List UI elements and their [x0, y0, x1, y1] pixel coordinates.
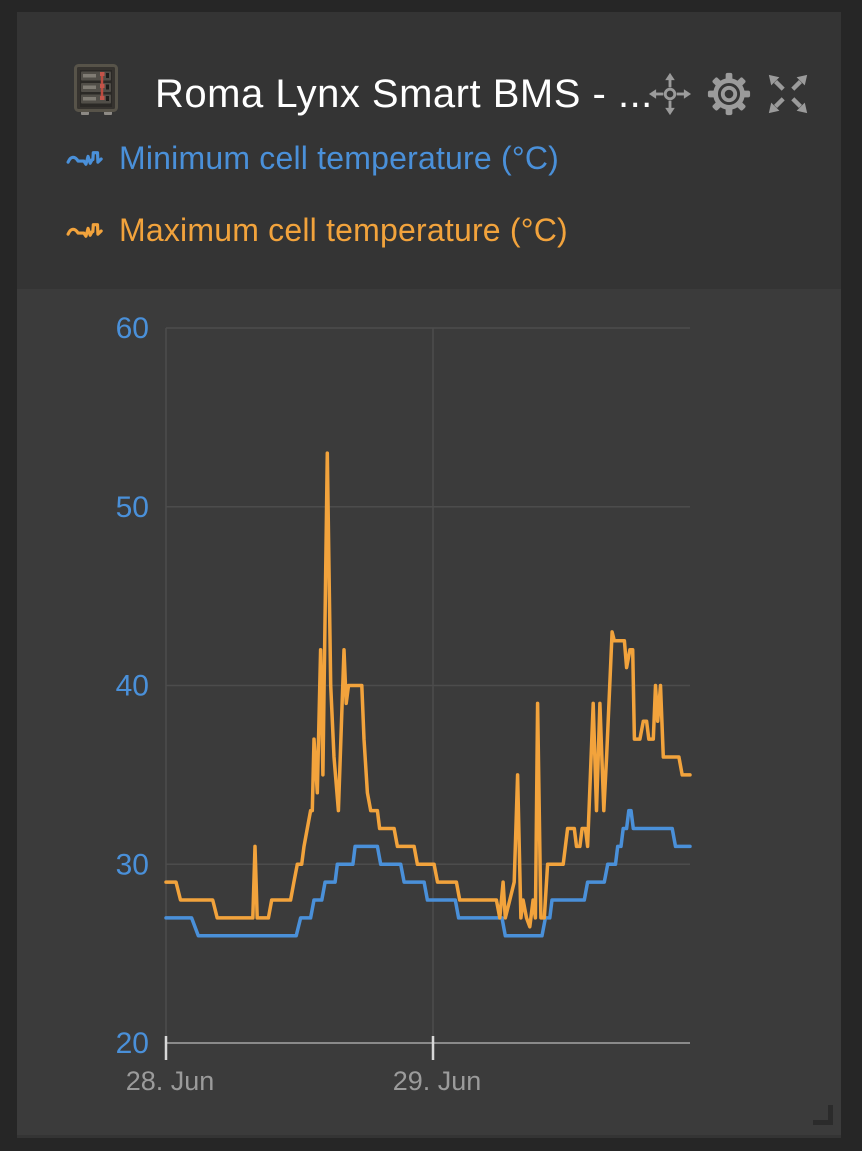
waveform-icon	[66, 217, 108, 245]
temperature-chart: 20 30 40 50 60 28. Jun 29. Jun	[116, 312, 692, 1096]
x-axis-tick-label: 28. Jun	[126, 1066, 215, 1096]
resize-handle-icon[interactable]	[813, 1105, 833, 1125]
chart-panel: 20 30 40 50 60 28. Jun 29. Jun	[17, 289, 841, 1135]
y-axis-tick-label: 60	[116, 312, 149, 345]
legend-label-max: Maximum cell temperature (°C)	[119, 212, 568, 248]
series-line-max	[164, 451, 692, 929]
x-axis-tick-label: 29. Jun	[393, 1066, 482, 1096]
move-icon[interactable]	[647, 70, 693, 118]
waveform-icon	[66, 145, 108, 173]
battery-device-image	[73, 64, 119, 118]
y-axis-tick-label: 20	[116, 1027, 149, 1060]
widget-actions	[647, 70, 811, 118]
legend-item-max-cell-temperature[interactable]: Maximum cell temperature (°C)	[66, 212, 568, 249]
y-axis-tick-label: 30	[116, 848, 149, 881]
legend-label-min: Minimum cell temperature (°C)	[119, 140, 560, 176]
y-axis-tick-label: 40	[116, 670, 149, 703]
gear-icon[interactable]	[706, 70, 752, 118]
series-line-min	[164, 808, 692, 938]
expand-icon[interactable]	[765, 70, 811, 118]
legend-item-min-cell-temperature[interactable]: Minimum cell temperature (°C)	[66, 140, 559, 177]
y-axis-tick-label: 50	[116, 491, 149, 524]
bms-temperature-widget: Roma Lynx Smart BMS - ...	[17, 12, 841, 1138]
widget-title: Roma Lynx Smart BMS - ...	[155, 72, 653, 116]
